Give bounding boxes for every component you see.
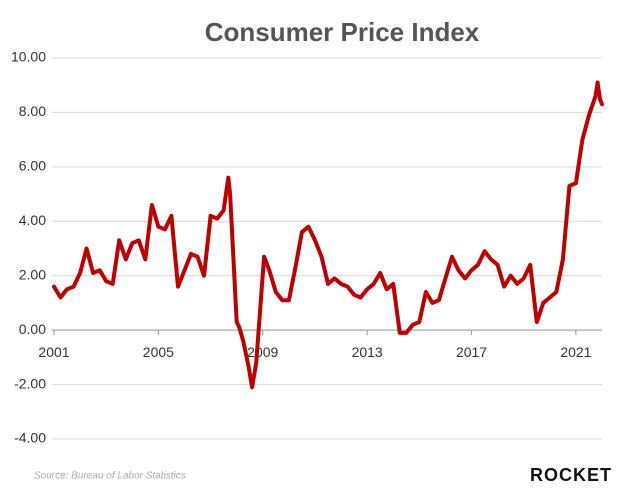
y-tick-label: 6.00 <box>19 158 46 174</box>
chart-title: Consumer Price Index <box>205 17 480 47</box>
cpi-line <box>52 80 604 390</box>
y-tick-label: -4.00 <box>14 430 46 446</box>
y-tick-label: 0.00 <box>19 321 46 337</box>
y-tick-label: 10.00 <box>11 49 46 65</box>
y-tick-label: 4.00 <box>19 212 46 228</box>
brand-logo: ROCKET <box>530 465 612 485</box>
x-tick-label: 2001 <box>38 344 69 360</box>
x-tick-label: 2005 <box>143 344 174 360</box>
x-tick-label: 2017 <box>456 344 487 360</box>
y-tick-label: -2.00 <box>14 375 46 391</box>
source: Source: Bureau of Labor Statistics <box>34 471 186 482</box>
y-tick-label: 8.00 <box>19 103 46 119</box>
x-tick-label: 2009 <box>247 344 278 360</box>
x-tick-label: 2013 <box>352 344 383 360</box>
x-tick-label: 2021 <box>560 344 591 360</box>
y-tick-label: 2.00 <box>19 266 46 282</box>
